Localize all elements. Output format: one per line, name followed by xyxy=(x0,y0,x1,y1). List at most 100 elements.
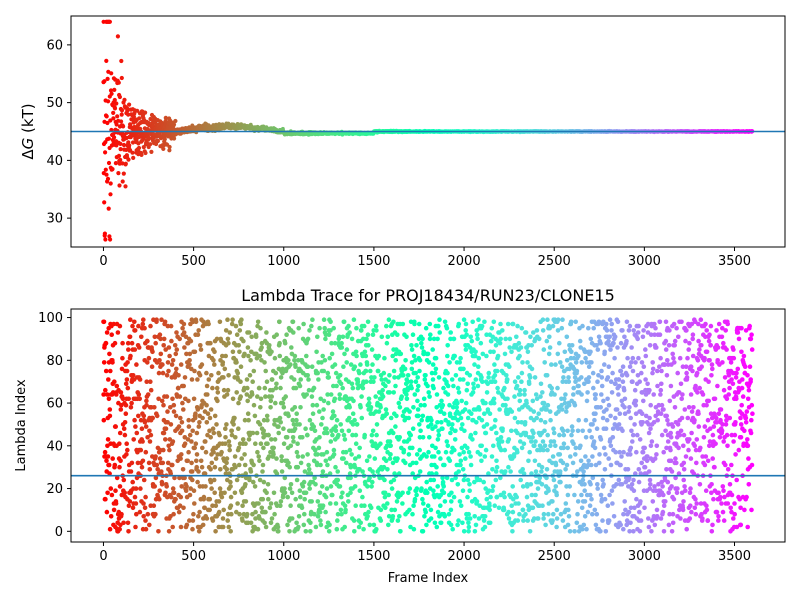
lambda-point xyxy=(117,484,123,489)
lambda-point xyxy=(166,345,172,350)
delta-g-point xyxy=(114,101,119,106)
delta-g-point xyxy=(106,99,111,104)
lambda-point xyxy=(180,400,185,406)
delta-g-point xyxy=(102,79,107,84)
lambda-point xyxy=(213,529,218,534)
lambda-point xyxy=(196,424,202,429)
delta-g-point xyxy=(148,142,153,147)
delta-g-point xyxy=(130,140,136,145)
lambda-point xyxy=(126,396,131,402)
lambda-point xyxy=(315,452,320,457)
lambda-point xyxy=(309,323,314,329)
lambda-trace-panel: Lambda Trace for PROJ18434/RUN23/CLONE15… xyxy=(14,286,786,586)
delta-g-point xyxy=(111,116,116,121)
lambda-point xyxy=(290,319,296,325)
delta-g-point xyxy=(137,116,142,121)
delta-g-point xyxy=(104,58,109,64)
lambda-point xyxy=(170,396,175,402)
lambda-point xyxy=(133,424,138,429)
lambda-point xyxy=(124,452,129,457)
lambda-point xyxy=(115,330,121,335)
lambda-point xyxy=(310,317,315,323)
lambda-point xyxy=(174,347,180,352)
lambda-point xyxy=(200,415,205,421)
lambda-point xyxy=(269,377,275,382)
lambda-point xyxy=(332,413,337,419)
lambda-point xyxy=(157,488,162,494)
lambda-point xyxy=(171,490,177,496)
lambda-point xyxy=(234,360,239,365)
lambda-point xyxy=(245,411,251,417)
lambda-point xyxy=(137,396,142,402)
lambda-point xyxy=(242,462,248,468)
lambda-point xyxy=(256,501,261,506)
lambda-point xyxy=(289,516,295,521)
lambda-point xyxy=(107,413,113,419)
lambda-point xyxy=(281,441,287,447)
lambda-point xyxy=(253,334,259,340)
lambda-point xyxy=(346,428,352,434)
lambda-point xyxy=(265,417,270,423)
lambda-point xyxy=(324,449,330,455)
lambda-point xyxy=(263,509,268,515)
lambda-point xyxy=(307,417,313,423)
delta-g-point xyxy=(172,136,177,141)
lambda-point xyxy=(346,499,351,504)
lambda-point xyxy=(328,501,333,506)
lambda-point xyxy=(184,522,190,528)
lambda-point xyxy=(257,458,262,464)
lambda-point xyxy=(208,435,213,440)
lambda-point xyxy=(139,464,145,470)
lambda-point xyxy=(211,449,216,455)
lambda-point xyxy=(335,518,340,523)
lambda-point xyxy=(106,396,112,402)
lambda-point xyxy=(246,437,252,442)
lambda-point xyxy=(104,330,110,335)
lambda-point xyxy=(250,430,256,436)
lambda-point xyxy=(231,422,236,427)
lambda-point xyxy=(124,368,130,374)
lambda-point xyxy=(161,430,167,436)
lambda-point xyxy=(168,323,174,329)
lambda-point xyxy=(288,443,294,449)
lambda-point xyxy=(278,375,284,380)
lambda-point xyxy=(316,445,322,451)
lambda-point xyxy=(199,464,205,470)
lambda-point xyxy=(207,415,213,421)
lambda-point xyxy=(193,441,199,447)
lambda-point xyxy=(236,400,241,406)
lambda-point xyxy=(262,360,267,365)
lambda-point xyxy=(264,379,270,385)
lambda-point xyxy=(237,328,243,333)
lambda-trace-points xyxy=(101,317,755,534)
lambda-point xyxy=(323,458,329,464)
lambda-trace-title: Lambda Trace for PROJ18434/RUN23/CLONE15 xyxy=(241,286,615,305)
lambda-point xyxy=(182,345,187,350)
lambda-point xyxy=(178,415,183,421)
lambda-point xyxy=(201,494,207,500)
lambda-point xyxy=(258,325,263,331)
delta-g-point xyxy=(108,88,114,93)
lambda-point xyxy=(293,364,298,370)
lambda-point xyxy=(297,488,303,494)
lambda-point xyxy=(125,360,130,365)
lambda-point xyxy=(187,358,192,363)
lambda-point xyxy=(320,415,325,421)
lambda-point xyxy=(225,336,231,342)
lambda-point xyxy=(258,396,264,402)
lambda-point xyxy=(203,449,209,455)
lambda-point xyxy=(344,460,349,466)
lambda-point xyxy=(332,396,338,402)
delta-g-point xyxy=(148,116,153,122)
lambda-point xyxy=(107,351,112,357)
lambda-point xyxy=(203,439,208,444)
lambda-point xyxy=(251,479,256,485)
lambda-point xyxy=(216,370,221,376)
lambda-point xyxy=(298,405,303,410)
lambda-point xyxy=(216,499,222,504)
lambda-point xyxy=(171,511,176,517)
lambda-point xyxy=(334,526,340,532)
lambda-point xyxy=(163,426,169,432)
lambda-point xyxy=(341,456,346,461)
lambda-point xyxy=(167,447,172,453)
